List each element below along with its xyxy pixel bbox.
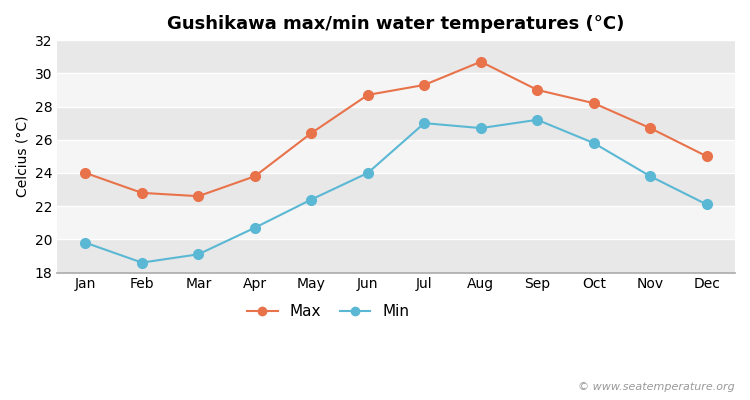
Text: © www.seatemperature.org: © www.seatemperature.org bbox=[578, 382, 735, 392]
Y-axis label: Celcius (°C): Celcius (°C) bbox=[15, 116, 29, 197]
Bar bbox=[57, 140, 735, 173]
Title: Gushikawa max/min water temperatures (°C): Gushikawa max/min water temperatures (°C… bbox=[167, 15, 625, 33]
Bar bbox=[57, 73, 735, 106]
Bar bbox=[57, 173, 735, 206]
Bar bbox=[57, 206, 735, 239]
Bar bbox=[57, 239, 735, 272]
Bar bbox=[57, 40, 735, 73]
Legend: Max, Min: Max, Min bbox=[241, 298, 416, 325]
Bar bbox=[57, 106, 735, 140]
